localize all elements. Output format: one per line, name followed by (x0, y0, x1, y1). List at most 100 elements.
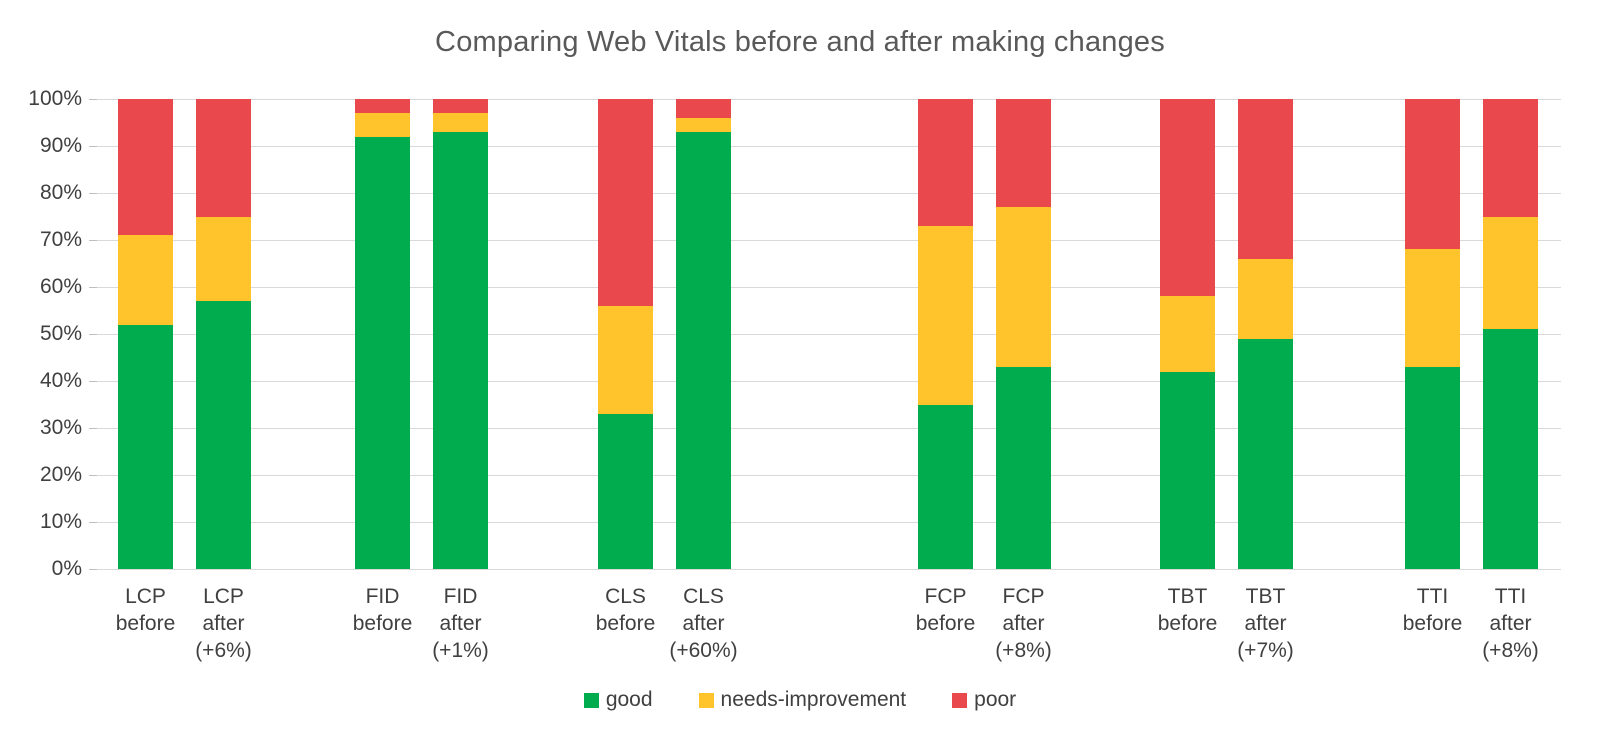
y-axis-label: 10% (39, 510, 82, 533)
legend-label: good (605, 688, 653, 711)
gridline (97, 239, 1561, 241)
x-axis-label-line: TBT (1245, 585, 1286, 608)
x-axis-label-line: before (1157, 612, 1218, 635)
bar-segment-poor (1238, 99, 1293, 259)
bar-segment-poor (433, 99, 488, 114)
x-axis-label-line: TTI (1416, 585, 1449, 608)
x-axis-label-line: (+7%) (1237, 639, 1294, 662)
bar-segment-needs-improvement (996, 207, 1051, 367)
gridline (97, 333, 1561, 335)
x-axis-label-line: before (595, 612, 656, 635)
bar-segment-needs-improvement (1405, 249, 1460, 367)
y-axis-tick (89, 333, 97, 335)
y-axis-label: 70% (39, 228, 82, 251)
bar-fcp-after-8 (996, 99, 1051, 569)
bar-segment-good (598, 413, 653, 569)
bar-segment-needs-improvement (118, 235, 173, 325)
bar-cls-before (598, 99, 653, 569)
gridline (97, 521, 1561, 523)
y-axis-tick (89, 239, 97, 241)
x-axis-label-fcp-before: FCP before (876, 583, 1016, 637)
y-axis-label: 90% (39, 134, 82, 157)
x-axis-label-line: after (682, 612, 725, 635)
bar-segment-poor (996, 99, 1051, 208)
bar-fcp-before (918, 99, 973, 569)
bar-segment-good (196, 301, 251, 569)
y-axis-tick (89, 568, 97, 570)
x-axis-label-fid-after-1: FID after (+1%) (391, 583, 531, 664)
bar-segment-poor (918, 99, 973, 226)
bar-segment-poor (598, 99, 653, 306)
bar-tbt-before (1160, 99, 1215, 569)
bar-segment-needs-improvement (1160, 296, 1215, 372)
x-axis-label-line: CLS (605, 585, 646, 608)
x-axis-label-line: (+6%) (195, 639, 252, 662)
bar-segment-good (676, 131, 731, 569)
bar-segment-poor (355, 99, 410, 114)
x-axis-label-line: (+1%) (432, 639, 489, 662)
x-axis-label-line: (+60%) (669, 639, 738, 662)
y-axis-label: 80% (39, 181, 82, 204)
bar-segment-good (355, 136, 410, 569)
x-axis-label-line: before (1402, 612, 1463, 635)
y-axis-tick (89, 286, 97, 288)
bar-segment-good (918, 404, 973, 569)
gridline (97, 380, 1561, 382)
bar-segment-needs-improvement (196, 216, 251, 302)
x-axis-label-line: after (1489, 612, 1532, 635)
x-axis-label-line: after (1002, 612, 1045, 635)
x-axis-label-cls-after-60: CLS after (+60%) (634, 583, 774, 664)
x-axis-label-line: before (115, 612, 176, 635)
x-axis-label-line: FID (365, 585, 400, 608)
bar-segment-poor (1405, 99, 1460, 250)
gridline (97, 474, 1561, 476)
y-axis-tick (89, 145, 97, 147)
y-axis-tick (89, 521, 97, 523)
legend-label: needs-improvement (720, 688, 907, 711)
legend-swatch-good-icon (583, 692, 599, 708)
bar-segment-needs-improvement (598, 305, 653, 414)
legend-swatch-poor-icon (952, 692, 968, 708)
x-axis-label-line: LCP (125, 585, 166, 608)
bar-segment-poor (1160, 99, 1215, 297)
bar-segment-good (1238, 338, 1293, 569)
bar-segment-good (996, 366, 1051, 569)
y-axis-label: 100% (28, 87, 82, 110)
bar-segment-poor (118, 99, 173, 236)
x-axis-label-cls-before: CLS before (556, 583, 696, 637)
y-axis-label: 60% (39, 275, 82, 298)
y-axis-label: 30% (39, 416, 82, 439)
bar-cls-after-60 (676, 99, 731, 569)
x-axis-label-line: CLS (683, 585, 724, 608)
y-axis-tick (89, 427, 97, 429)
chart-title: Comparing Web Vitals before and after ma… (435, 26, 1165, 58)
x-axis: LCP before LCP after (+6%) FID before FID after (… (97, 583, 1561, 673)
gridline (97, 98, 1561, 100)
bar-segment-needs-improvement (918, 225, 973, 405)
bar-segment-good (1160, 371, 1215, 569)
bar-segment-good (1483, 329, 1538, 569)
bar-segment-needs-improvement (1238, 258, 1293, 339)
y-axis-tick (89, 98, 97, 100)
y-axis-label: 0% (51, 557, 82, 580)
gridline (97, 145, 1561, 147)
x-axis-label-tti-before: TTI before (1363, 583, 1503, 637)
gridline (97, 286, 1561, 288)
y-axis-tick (89, 380, 97, 382)
x-axis-label-line: TBT (1167, 585, 1208, 608)
bar-segment-good (433, 131, 488, 569)
y-axis-label: 40% (39, 369, 82, 392)
legend-item-needs-improvement: needs-improvement (698, 688, 907, 712)
bar-lcp-after-6 (196, 99, 251, 569)
x-axis-label-tbt-after-7: TBT after (+7%) (1196, 583, 1336, 664)
x-axis-label-fcp-after-8: FCP after (+8%) (954, 583, 1094, 664)
y-axis-tick (89, 192, 97, 194)
x-axis-label-line: TTI (1494, 585, 1527, 608)
bar-fid-before (355, 99, 410, 569)
bar-segment-needs-improvement (355, 113, 410, 137)
bar-segment-needs-improvement (676, 117, 731, 132)
x-axis-label-line: FID (443, 585, 478, 608)
x-axis-label-line: before (915, 612, 976, 635)
gridline (97, 568, 1561, 570)
bar-segment-needs-improvement (433, 113, 488, 132)
